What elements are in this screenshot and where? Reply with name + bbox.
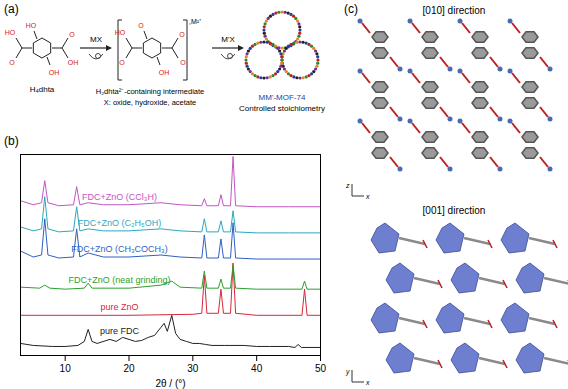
svg-text:H₂dhta²⁻-containing intermedia: H₂dhta²⁻-containing intermediate	[96, 87, 204, 96]
svg-text:O: O	[180, 59, 186, 66]
svg-text:40: 40	[251, 363, 263, 374]
svg-text:(c): (c)	[344, 2, 358, 16]
svg-text:OH: OH	[49, 69, 60, 76]
svg-text:30: 30	[187, 363, 199, 374]
svg-text:Controlled stoichiometry: Controlled stoichiometry	[239, 104, 325, 113]
svg-text:FDC+ZnO (CH₃COCH₃): FDC+ZnO (CH₃COCH₃)	[71, 244, 168, 254]
svg-text:x: x	[365, 193, 370, 200]
svg-text:10: 10	[60, 363, 72, 374]
svg-text:FDC+ZnO (neat grinding): FDC+ZnO (neat grinding)	[69, 275, 171, 285]
svg-text:,M²⁺: ,M²⁺	[189, 18, 202, 25]
svg-text:pure FDC: pure FDC	[100, 326, 140, 336]
svg-text:z: z	[345, 182, 350, 189]
svg-text:M'X: M'X	[221, 35, 235, 44]
svg-text:y: y	[345, 368, 350, 376]
svg-text:2θ / (°): 2θ / (°)	[155, 378, 185, 389]
svg-text:MM'-MOF-74: MM'-MOF-74	[259, 93, 306, 102]
svg-text:X: oxide, hydroxide, acetate: X: oxide, hydroxide, acetate	[104, 98, 197, 107]
svg-text:O: O	[69, 31, 75, 38]
svg-text:O: O	[138, 22, 144, 29]
html-text:(b): (b)	[4, 134, 19, 148]
svg-text:x: x	[365, 379, 370, 386]
svg-text:MX: MX	[90, 35, 103, 44]
svg-text:O: O	[119, 59, 125, 66]
svg-text:(a): (a)	[4, 2, 19, 16]
svg-text:[001] direction: [001] direction	[423, 205, 486, 216]
svg-text:[010] direction: [010] direction	[423, 5, 486, 16]
svg-text:HO: HO	[26, 22, 37, 29]
svg-text:20: 20	[123, 363, 135, 374]
svg-text:HO: HO	[115, 29, 126, 36]
svg-text:FDC+ZnO (CCl₃H): FDC+ZnO (CCl₃H)	[82, 192, 157, 202]
svg-text:O: O	[9, 59, 15, 66]
svg-text:pure ZnO: pure ZnO	[100, 302, 138, 312]
svg-text:H₄dhta: H₄dhta	[30, 85, 55, 94]
svg-text:OH: OH	[159, 69, 170, 76]
svg-text:HO: HO	[5, 29, 16, 36]
svg-text:FDC+ZnO (C₂H₅OH): FDC+ZnO (C₂H₅OH)	[78, 218, 161, 228]
svg-text:O: O	[179, 31, 185, 38]
svg-text:50: 50	[315, 363, 327, 374]
svg-text:OH: OH	[68, 59, 79, 66]
